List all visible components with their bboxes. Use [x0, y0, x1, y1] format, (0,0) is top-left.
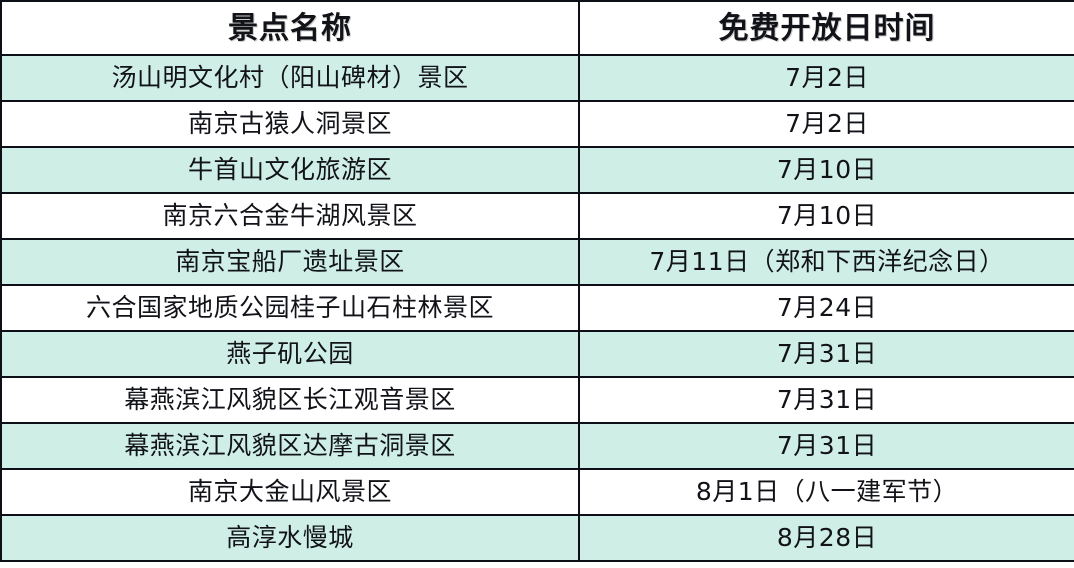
cell-free-open-date: 7月31日 [578, 330, 1074, 378]
cell-attraction-name: 幕燕滨江风貌区达摩古洞景区 [0, 422, 580, 470]
cell-free-open-date: 7月31日 [578, 376, 1074, 424]
cell-attraction-name: 高淳水慢城 [0, 514, 580, 562]
table-row: 南京六合金牛湖风景区 7月10日 [0, 192, 1074, 240]
cell-attraction-name: 六合国家地质公园桂子山石柱林景区 [0, 284, 580, 332]
table-row: 燕子矶公园 7月31日 [0, 330, 1074, 378]
cell-attraction-name: 汤山明文化村（阳山碑材）景区 [0, 54, 580, 102]
cell-attraction-name: 牛首山文化旅游区 [0, 146, 580, 194]
table-row: 汤山明文化村（阳山碑材）景区 7月2日 [0, 54, 1074, 102]
cell-attraction-name: 燕子矶公园 [0, 330, 580, 378]
cell-free-open-date: 7月10日 [578, 192, 1074, 240]
column-header-free-open-date: 免费开放日时间 [578, 0, 1074, 56]
cell-free-open-date: 7月31日 [578, 422, 1074, 470]
table-row: 牛首山文化旅游区 7月10日 [0, 146, 1074, 194]
table-row: 南京宝船厂遗址景区 7月11日（郑和下西洋纪念日） [0, 238, 1074, 286]
table-header-row: 景点名称 免费开放日时间 [0, 0, 1074, 56]
cell-attraction-name: 幕燕滨江风貌区长江观音景区 [0, 376, 580, 424]
table-row: 高淳水慢城 8月28日 [0, 514, 1074, 562]
cell-free-open-date: 7月10日 [578, 146, 1074, 194]
cell-free-open-date: 7月2日 [578, 100, 1074, 148]
cell-attraction-name: 南京六合金牛湖风景区 [0, 192, 580, 240]
table-row: 六合国家地质公园桂子山石柱林景区 7月24日 [0, 284, 1074, 332]
cell-attraction-name: 南京古猿人洞景区 [0, 100, 580, 148]
cell-free-open-date: 7月24日 [578, 284, 1074, 332]
table-body: 汤山明文化村（阳山碑材）景区 7月2日 南京古猿人洞景区 7月2日 牛首山文化旅游区 7月… [0, 54, 1074, 562]
cell-attraction-name: 南京大金山风景区 [0, 468, 580, 516]
table-row: 南京古猿人洞景区 7月2日 [0, 100, 1074, 148]
table-row: 幕燕滨江风貌区达摩古洞景区 7月31日 [0, 422, 1074, 470]
column-header-attraction-name: 景点名称 [0, 0, 580, 56]
cell-free-open-date: 8月1日（八一建军节） [578, 468, 1074, 516]
cell-free-open-date: 8月28日 [578, 514, 1074, 562]
table-row: 幕燕滨江风貌区长江观音景区 7月31日 [0, 376, 1074, 424]
cell-free-open-date: 7月2日 [578, 54, 1074, 102]
table-header: 景点名称 免费开放日时间 [0, 0, 1074, 56]
table-row: 南京大金山风景区 8月1日（八一建军节） [0, 468, 1074, 516]
cell-free-open-date: 7月11日（郑和下西洋纪念日） [578, 238, 1074, 286]
cell-attraction-name: 南京宝船厂遗址景区 [0, 238, 580, 286]
